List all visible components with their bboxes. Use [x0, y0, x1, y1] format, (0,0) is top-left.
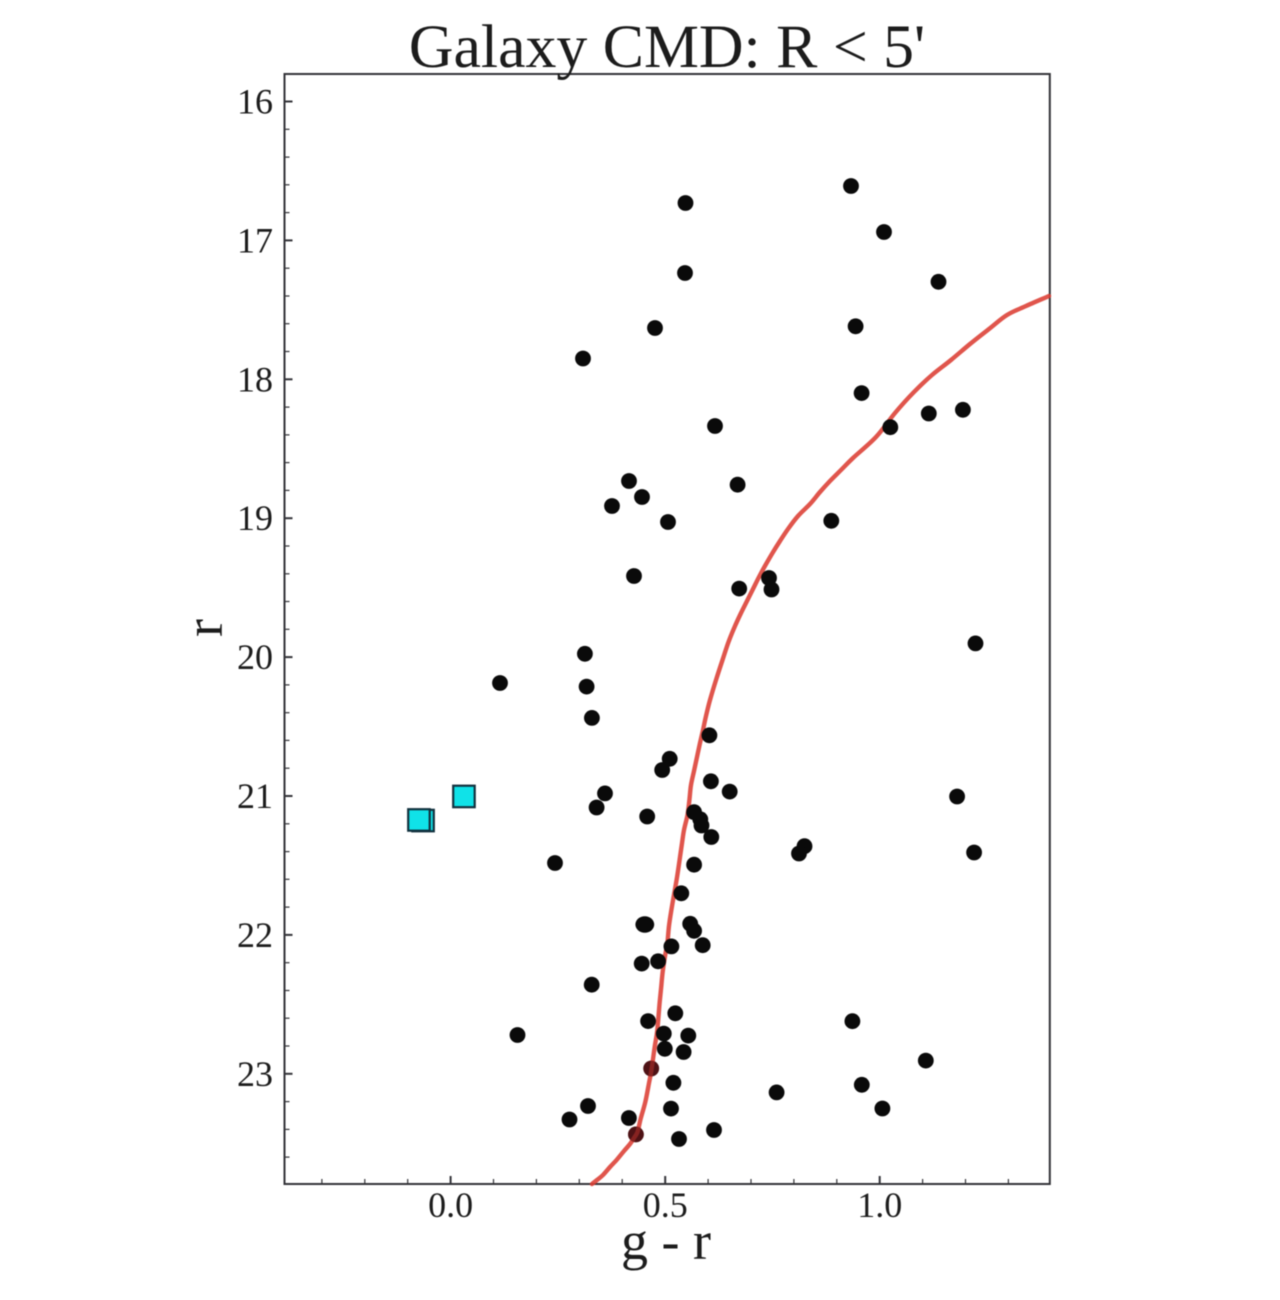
svg-text:21: 21: [237, 776, 273, 816]
svg-text:18: 18: [237, 359, 273, 399]
svg-text:17: 17: [237, 220, 273, 260]
svg-text:Galaxy CMD: R < 5': Galaxy CMD: R < 5': [409, 13, 925, 81]
svg-text:1.0: 1.0: [857, 1185, 902, 1225]
svg-text:0.5: 0.5: [643, 1185, 688, 1225]
svg-text:20: 20: [237, 637, 273, 677]
svg-text:19: 19: [237, 498, 273, 538]
svg-text:16: 16: [237, 82, 273, 122]
svg-text:r: r: [174, 619, 234, 637]
svg-text:0.0: 0.0: [428, 1185, 473, 1225]
svg-text:g - r: g - r: [621, 1211, 711, 1271]
svg-text:23: 23: [237, 1054, 273, 1094]
svg-text:22: 22: [237, 915, 273, 955]
